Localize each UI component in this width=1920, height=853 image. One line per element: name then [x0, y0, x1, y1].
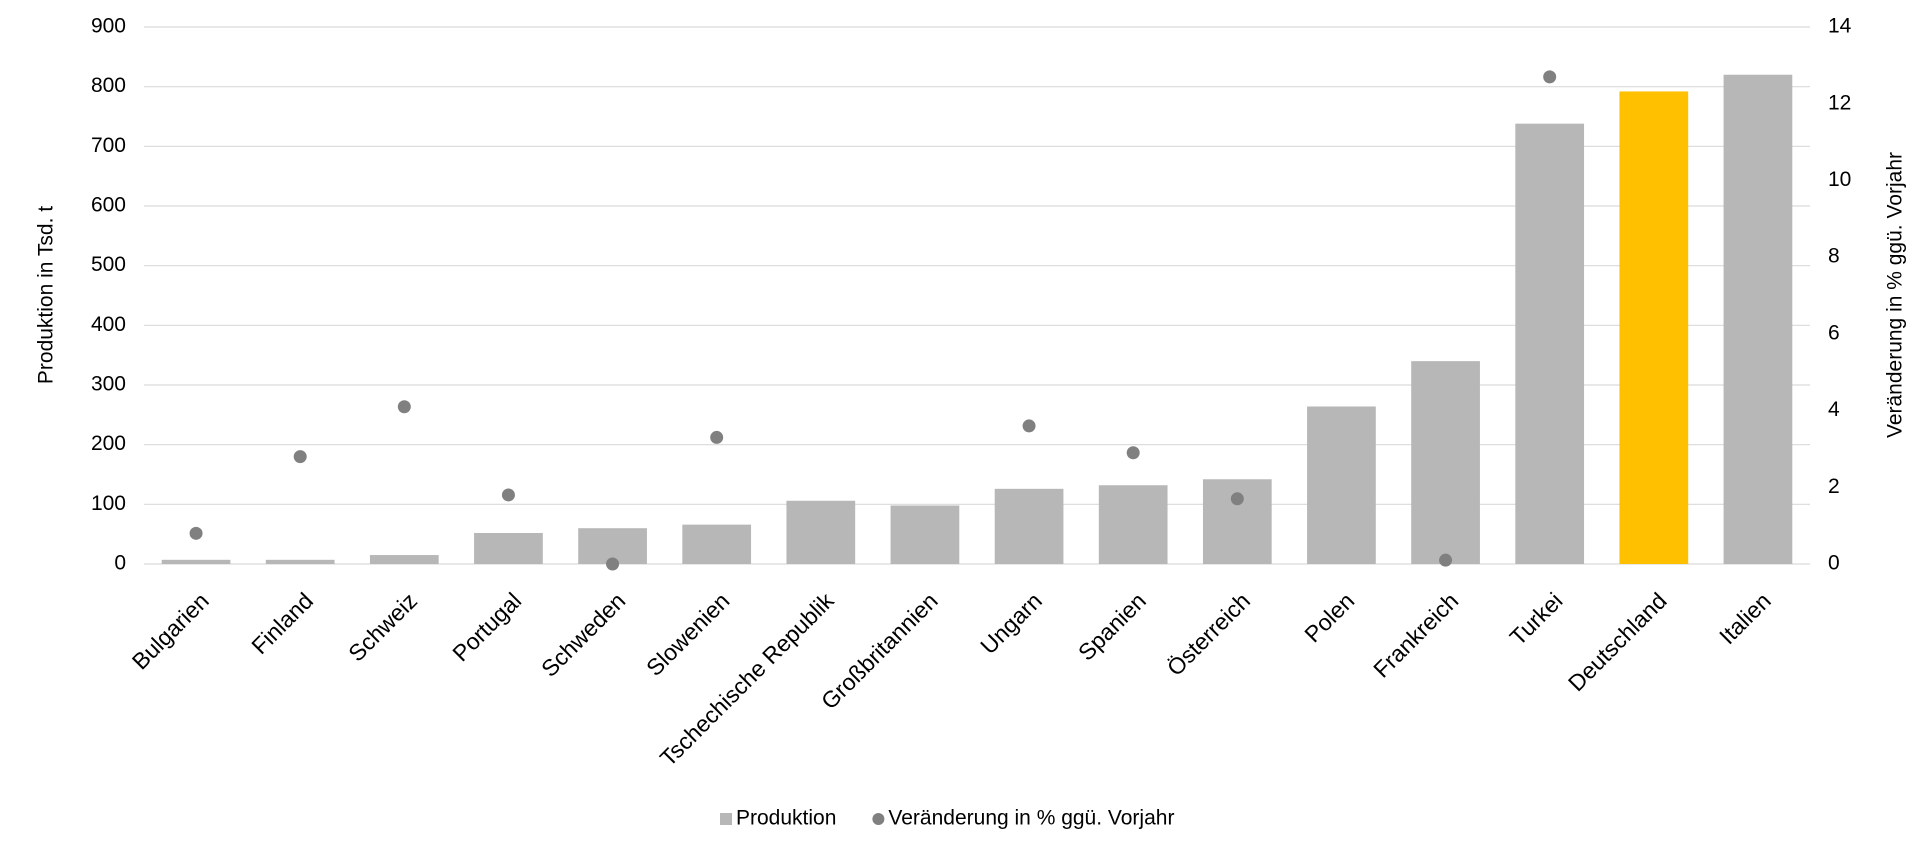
bar: [1619, 91, 1689, 564]
y2-tick-label: 4: [1828, 398, 1840, 421]
bar: [890, 505, 960, 564]
x-tick-label: Finland: [246, 587, 318, 659]
bar: [1098, 485, 1168, 564]
y-tick-label: 400: [91, 313, 126, 336]
x-tick-label: Turkei: [1505, 587, 1568, 650]
bar: [1202, 479, 1272, 564]
bar: [1515, 123, 1585, 564]
bar: [786, 500, 856, 564]
dot: [397, 400, 411, 414]
y2-tick-label: 6: [1828, 321, 1840, 344]
y2-tick-label: 8: [1828, 245, 1840, 268]
x-tick-label: Schweden: [536, 587, 630, 681]
bar: [474, 532, 543, 564]
dot: [501, 488, 515, 502]
x-tick-label: Slowenien: [641, 587, 734, 680]
bar: [1411, 361, 1480, 564]
dot: [189, 526, 203, 540]
x-tick-label: Portugal: [447, 587, 526, 666]
legend-label: Produktion: [736, 807, 836, 830]
y-tick-label: 300: [91, 373, 126, 396]
bar: [1307, 406, 1376, 564]
x-tick-label: Italien: [1714, 587, 1776, 649]
y-tick-label: 200: [91, 432, 126, 455]
dot: [710, 430, 724, 444]
dot: [1543, 70, 1557, 84]
legend-swatch: [720, 813, 732, 825]
y-tick-label: 500: [91, 253, 126, 276]
legend-swatch: [872, 813, 885, 825]
x-tick-label: Bulgarien: [127, 587, 214, 674]
bar: [369, 555, 439, 564]
bar: [1723, 74, 1793, 564]
x-tick-label: Österreich: [1162, 587, 1255, 680]
y2-tick-label: 0: [1828, 552, 1840, 575]
y-tick-label: 700: [91, 134, 126, 157]
y-tick-label: 100: [91, 492, 126, 515]
y2-tick-label: 14: [1828, 15, 1852, 38]
bar: [994, 488, 1064, 564]
dot: [1126, 446, 1140, 460]
dot: [1439, 553, 1453, 567]
bar: [265, 559, 335, 564]
y2-tick-label: 10: [1828, 168, 1851, 191]
bar: [161, 559, 231, 564]
dot: [293, 450, 307, 464]
dot: [606, 557, 620, 571]
dot: [1230, 492, 1244, 506]
x-tick-label: Frankreich: [1368, 587, 1463, 682]
y2-tick-label: 12: [1828, 91, 1851, 114]
y2-axis-title: Veränderung in % ggü. Vorjahr: [1884, 152, 1907, 438]
y-tick-label: 0: [114, 552, 126, 575]
x-tick-label: Tschechische Republik: [655, 587, 839, 771]
x-tick-label: Schweiz: [343, 587, 422, 666]
y-tick-label: 800: [91, 74, 126, 97]
bar: [682, 524, 752, 564]
y-tick-label: 600: [91, 194, 126, 217]
dot: [1022, 419, 1036, 433]
y-tick-label: 900: [91, 15, 126, 38]
y-axis-title: Produktion in Tsd. t: [35, 206, 58, 384]
legend-label: Veränderung in % ggü. Vorjahr: [888, 807, 1174, 830]
x-tick-label: Deutschland: [1563, 587, 1672, 696]
x-tick-label: Ungarn: [975, 587, 1047, 659]
x-tick-label: Polen: [1299, 587, 1359, 647]
y2-tick-label: 2: [1828, 475, 1840, 498]
legend: Produktion Veränderung in % ggü. Vorjahr: [720, 807, 1174, 830]
x-tick-label: Spanien: [1073, 587, 1151, 665]
